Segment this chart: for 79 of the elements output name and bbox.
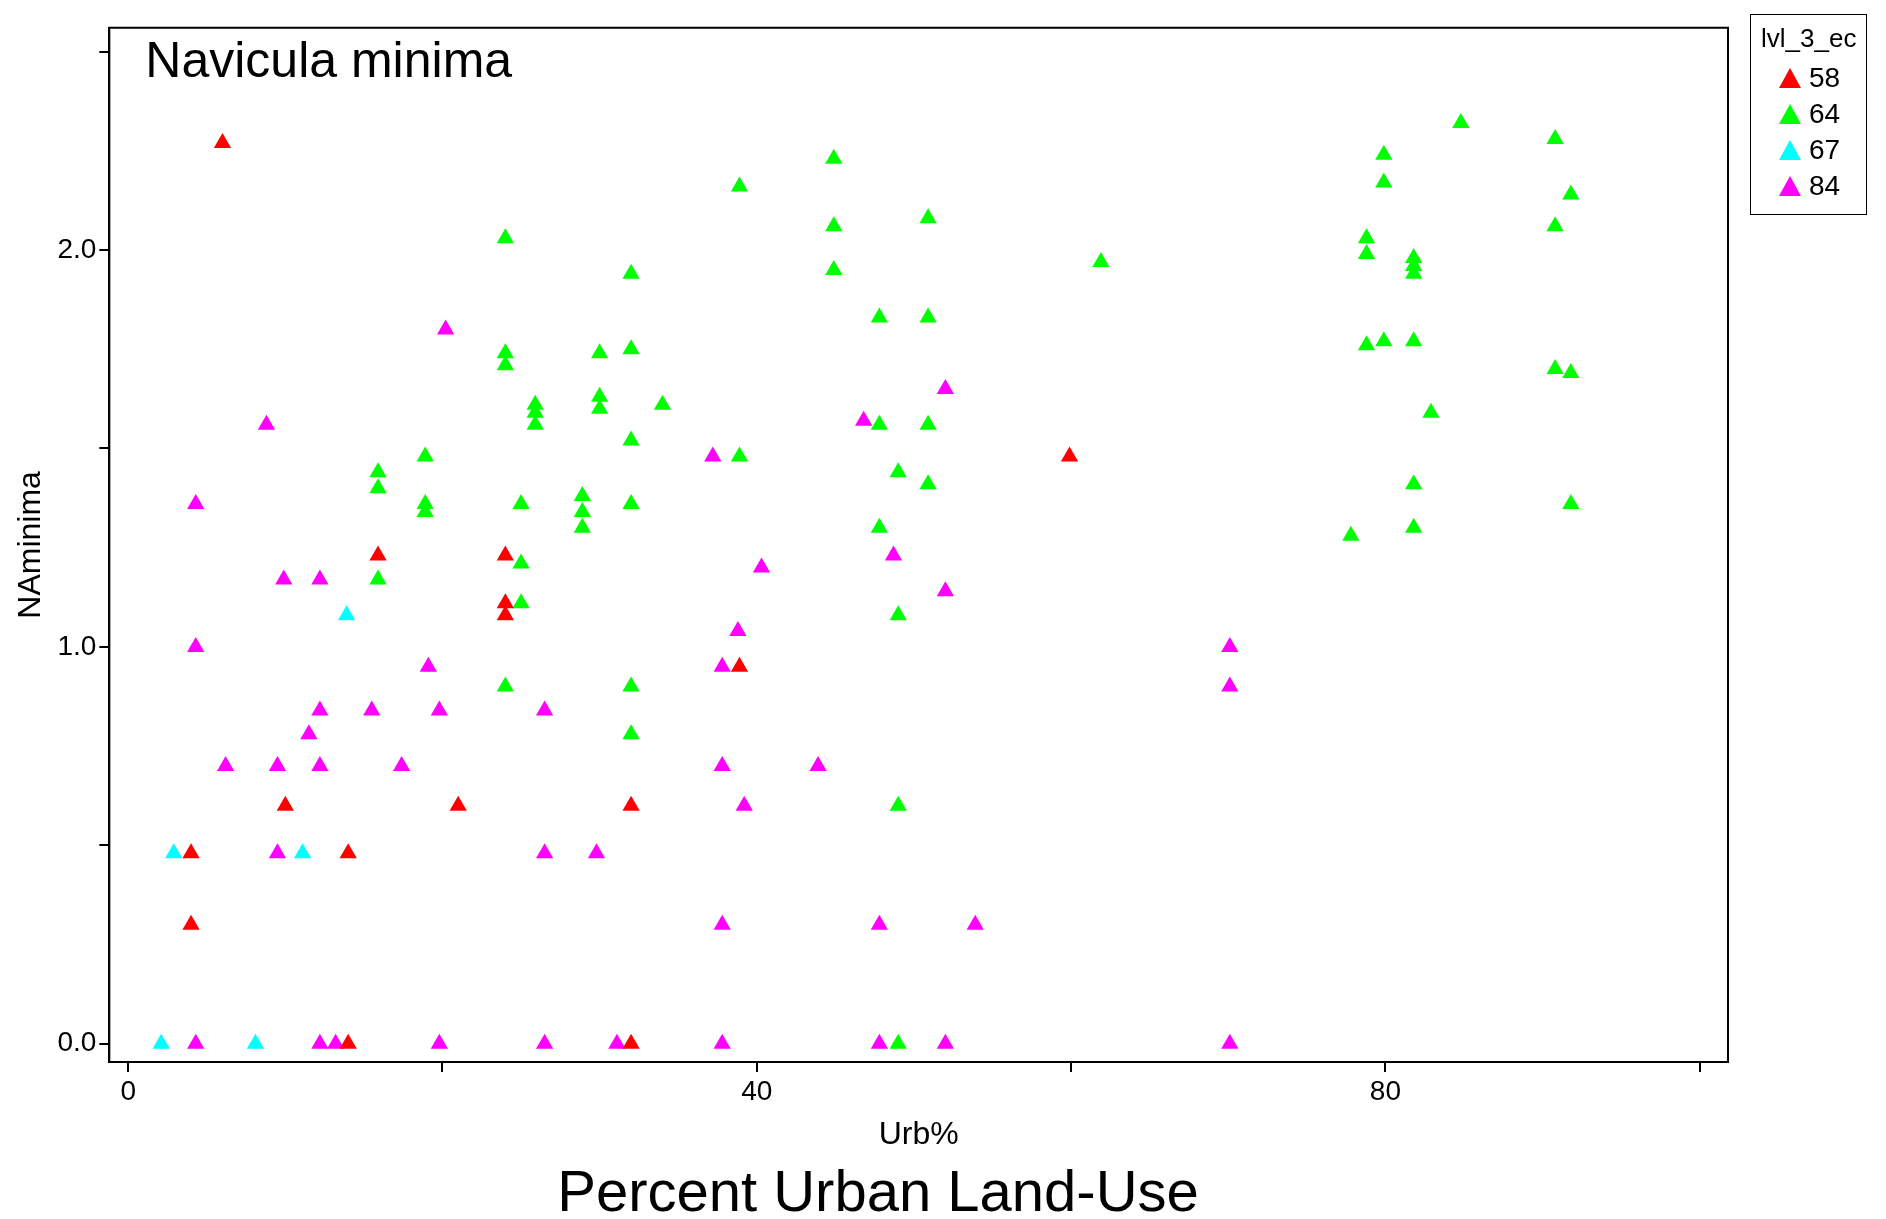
y-tick-label: 0.0 bbox=[57, 1026, 97, 1058]
point bbox=[165, 843, 183, 859]
legend-label: 64 bbox=[1809, 97, 1841, 131]
point bbox=[311, 700, 329, 716]
point bbox=[419, 656, 438, 672]
x-tick-label: 40 bbox=[741, 1074, 773, 1106]
y-axis-title: NAminima bbox=[11, 470, 48, 619]
point bbox=[496, 545, 515, 561]
point bbox=[246, 1033, 265, 1049]
point bbox=[182, 843, 200, 859]
point bbox=[729, 621, 747, 637]
point bbox=[936, 1033, 955, 1049]
point bbox=[855, 410, 873, 426]
legend-label: 58 bbox=[1809, 61, 1841, 95]
point bbox=[268, 843, 287, 859]
point bbox=[293, 843, 312, 859]
point bbox=[884, 545, 903, 561]
point bbox=[152, 1033, 170, 1049]
point bbox=[622, 795, 640, 811]
x-axis-title: Urb% bbox=[878, 1114, 959, 1151]
point bbox=[496, 593, 515, 609]
point bbox=[339, 843, 357, 859]
point bbox=[535, 843, 554, 859]
point bbox=[430, 1033, 449, 1049]
legend-label: 67 bbox=[1809, 133, 1841, 167]
point bbox=[363, 700, 381, 716]
point bbox=[257, 414, 276, 430]
point bbox=[369, 545, 387, 561]
point bbox=[752, 557, 771, 573]
point bbox=[326, 1033, 345, 1049]
point bbox=[339, 1033, 357, 1049]
y-tick-label: 1.0 bbox=[57, 629, 97, 661]
point bbox=[300, 724, 318, 740]
y-tick-label: 2.0 bbox=[57, 232, 97, 264]
point bbox=[436, 319, 455, 335]
point bbox=[713, 755, 731, 771]
point bbox=[535, 700, 554, 716]
point bbox=[1221, 676, 1239, 692]
point bbox=[311, 1033, 329, 1049]
point bbox=[587, 843, 606, 859]
point bbox=[704, 446, 722, 462]
point bbox=[187, 1033, 205, 1049]
point bbox=[216, 755, 235, 771]
point bbox=[187, 636, 205, 652]
point bbox=[936, 378, 955, 394]
point bbox=[730, 656, 749, 672]
point bbox=[182, 914, 200, 930]
point bbox=[276, 795, 294, 811]
point bbox=[713, 914, 731, 930]
point bbox=[187, 494, 205, 510]
point bbox=[449, 795, 467, 811]
point bbox=[213, 132, 232, 148]
point bbox=[535, 1033, 554, 1049]
point bbox=[966, 914, 984, 930]
point bbox=[870, 1033, 889, 1049]
point bbox=[275, 569, 293, 585]
point bbox=[870, 914, 889, 930]
point bbox=[392, 755, 411, 771]
point bbox=[713, 1033, 731, 1049]
point bbox=[608, 1033, 626, 1049]
x-tick-label: 0 bbox=[120, 1074, 136, 1106]
point bbox=[809, 755, 827, 771]
text: Percent Urban Land-Use bbox=[556, 1158, 1200, 1219]
point bbox=[1221, 1033, 1239, 1049]
point bbox=[622, 1033, 640, 1049]
chart-title: Navicula minima bbox=[145, 31, 513, 88]
point bbox=[735, 795, 753, 811]
point bbox=[311, 755, 329, 771]
legend-title: lvl_3_ec bbox=[1761, 23, 1857, 54]
point bbox=[430, 700, 449, 716]
point bbox=[1221, 636, 1239, 652]
point bbox=[1060, 446, 1079, 462]
point bbox=[936, 581, 955, 597]
point bbox=[268, 755, 287, 771]
point bbox=[713, 656, 731, 672]
x-tick-label: 80 bbox=[1369, 1074, 1401, 1106]
point bbox=[311, 569, 329, 585]
point bbox=[337, 605, 356, 621]
legend-label: 84 bbox=[1809, 169, 1841, 203]
